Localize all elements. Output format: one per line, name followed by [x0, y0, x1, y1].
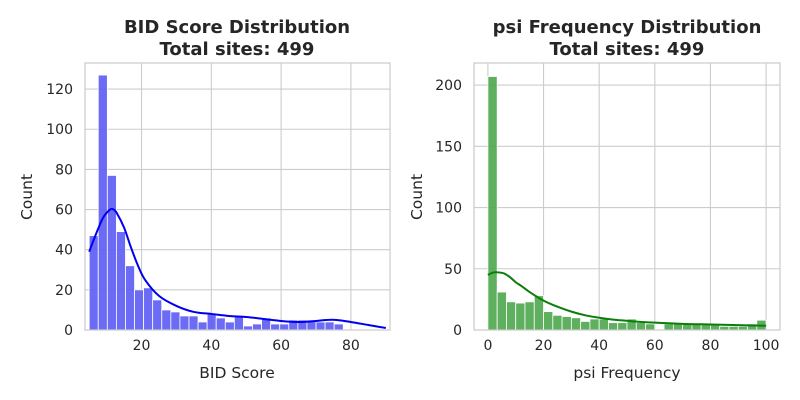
psi-y-axis-label: Count — [408, 174, 426, 220]
bid-score-panel: BID Score Distribution Total sites: 499 … — [18, 17, 391, 382]
bid-y-tick-label: 40 — [55, 243, 73, 259]
bid-histogram-bar — [252, 323, 262, 331]
bid-histogram-bar — [179, 315, 190, 331]
bid-histogram-bar — [206, 313, 217, 331]
bid-y-tick-label: 0 — [64, 323, 73, 339]
bid-histogram-bar — [215, 317, 226, 331]
psi-histogram-bar — [598, 318, 609, 331]
bid-histogram-bar — [170, 311, 181, 331]
bid-histogram-bar — [161, 309, 172, 331]
psi-bars — [487, 76, 767, 331]
psi-histogram-bar — [617, 322, 628, 331]
bid-histogram-bar — [315, 321, 326, 331]
bid-kde-line — [88, 207, 386, 329]
bid-histogram-bar — [279, 323, 290, 331]
bid-histogram-bar — [188, 315, 199, 331]
psi-histogram-bar — [515, 302, 526, 331]
bid-x-tick-label: 60 — [272, 338, 290, 354]
psi-x-axis-label: psi Frequency — [573, 364, 680, 382]
psi-histogram-bar — [645, 323, 656, 331]
psi-histogram-bar — [710, 324, 721, 331]
psi-plot-area — [474, 63, 780, 330]
bid-plot-area — [85, 63, 390, 330]
psi-histogram-bar — [580, 321, 591, 331]
bid-bars — [88, 74, 344, 331]
bid-x-tick-label: 40 — [202, 338, 220, 354]
psi-histogram-bar — [506, 301, 517, 331]
psi-chart-subtitle: Total sites: 499 — [550, 39, 705, 60]
psi-kde-line — [487, 271, 767, 327]
bid-chart-subtitle: Total sites: 499 — [160, 39, 315, 60]
psi-y-tick-label: 100 — [435, 201, 462, 217]
psi-histogram-bar — [552, 314, 563, 331]
bid-histogram-bar — [197, 321, 208, 331]
bid-histogram-bar — [125, 265, 135, 331]
bid-y-axis-label: Count — [18, 174, 36, 220]
psi-histogram-bar — [635, 322, 646, 331]
psi-histogram-bar — [543, 311, 554, 331]
bid-histogram-bar — [134, 289, 145, 331]
bid-grid — [85, 63, 390, 331]
psi-histogram-bar — [561, 316, 572, 331]
psi-x-tick-label: 60 — [646, 338, 664, 354]
psi-histogram-bar — [487, 76, 498, 331]
bid-plot-frame — [84, 62, 391, 331]
bid-histogram-bar — [152, 299, 163, 331]
bid-x-tick-label: 80 — [342, 338, 360, 354]
bid-histogram-bar — [143, 287, 154, 331]
bid-x-ticks: 20 40 60 80 — [133, 338, 360, 354]
bid-y-tick-label: 60 — [55, 203, 73, 219]
bid-y-ticks: 0 20 40 60 80 100 120 — [46, 82, 73, 339]
bid-histogram-bar — [224, 321, 235, 331]
psi-histogram-bar — [663, 323, 674, 331]
psi-x-tick-label: 0 — [483, 338, 492, 354]
psi-y-tick-label: 150 — [435, 139, 462, 155]
bid-y-tick-label: 120 — [46, 82, 73, 98]
psi-x-tick-label: 40 — [590, 338, 608, 354]
bid-y-tick-label: 20 — [55, 283, 73, 299]
psi-x-ticks: 0 20 40 60 80 100 — [483, 338, 779, 354]
bid-x-tick-label: 20 — [133, 338, 151, 354]
psi-histogram-bar — [570, 317, 582, 331]
psi-y-tick-label: 200 — [435, 78, 462, 94]
bid-x-axis-label: BID Score — [199, 364, 274, 382]
psi-plot-frame — [473, 62, 781, 331]
bid-histogram-bar — [233, 315, 244, 331]
bid-histogram-bar — [333, 323, 344, 331]
psi-frequency-panel: psi Frequency Distribution Total sites: … — [408, 17, 781, 382]
bid-chart-title: BID Score Distribution — [124, 17, 350, 38]
psi-x-tick-label: 80 — [702, 338, 720, 354]
bid-histogram-bar — [106, 175, 117, 331]
bid-y-tick-label: 100 — [46, 122, 73, 138]
bid-histogram-bar — [324, 321, 335, 331]
bid-histogram-bar — [97, 74, 108, 331]
psi-chart-title: psi Frequency Distribution — [493, 17, 762, 38]
psi-histogram-bar — [589, 318, 600, 331]
psi-histogram-bar — [524, 301, 535, 331]
bid-histogram-bar — [116, 231, 126, 331]
psi-histogram-bar — [608, 322, 619, 331]
psi-histogram-bar — [496, 291, 507, 331]
psi-y-ticks: 0 50 100 150 200 — [435, 78, 462, 339]
bid-y-tick-label: 80 — [55, 162, 73, 178]
psi-x-tick-label: 100 — [753, 338, 780, 354]
psi-x-tick-label: 20 — [535, 338, 553, 354]
psi-y-tick-label: 50 — [444, 262, 462, 278]
bid-histogram-bar — [270, 323, 281, 331]
psi-y-tick-label: 0 — [453, 323, 462, 339]
